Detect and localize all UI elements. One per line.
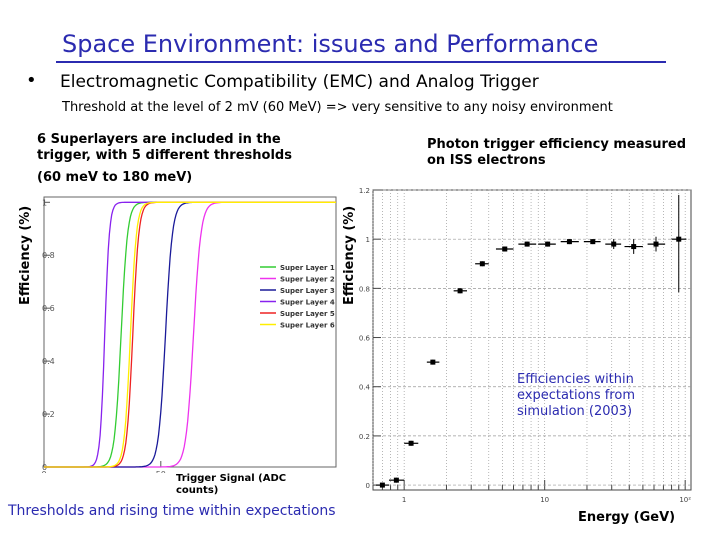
plot-frame [43,196,337,468]
y-tick-label: 1 [42,198,47,207]
photon-efficiency-chart: 0 0.2 0.4 0.6 0.8 1 1.2 1 10 10² [359,188,692,504]
data-point [502,246,508,252]
legend-label: Super Layer 1 [280,264,335,272]
superlayers-note: 6 Superlayers are included in the trigge… [37,132,292,163]
x-tick-label: 1 [402,496,406,504]
y-tick-label: 1.2 [359,188,370,195]
left-y-axis-label: Efficiency (%) [18,205,33,305]
legend-label: Super Layer 6 [280,322,335,330]
y-tick-label: 0.8 [359,285,370,293]
slide-title: Space Environment: issues and Performanc… [62,30,599,58]
legend-label: Super Layer 4 [280,299,335,307]
data-point [393,477,399,483]
data-point [524,241,530,247]
data-point [408,440,414,446]
bullet-glyph: • [26,70,37,91]
x-tick-label: 10 [540,496,549,504]
title-underline [56,61,666,63]
legend-label: Super Layer 5 [280,310,335,318]
simulation-annotation: Efficiencies within expectations from si… [517,372,635,419]
y-tick-label: 0.4 [42,357,55,366]
left-x-axis-label: Trigger Signal (ADC counts) [176,473,287,496]
data-point [676,236,682,242]
data-point [430,359,436,365]
data-point [631,244,637,250]
data-point [457,288,463,294]
data-point [545,241,551,247]
right-x-axis-label: Energy (GeV) [578,510,676,525]
y-tick-label: 0.2 [359,433,370,441]
data-point [479,261,485,267]
plot-frame [372,189,692,491]
right-y-axis-label: Efficiency (%) [342,205,357,305]
bullet-heading: Electromagnetic Compatibility (EMC) and … [60,72,539,92]
y-tick-label: 0.4 [359,384,371,392]
thresholds-conclusion: Thresholds and rising time within expect… [8,503,336,519]
y-tick-label: 0.8 [42,251,55,260]
threshold-text: Threshold at the level of 2 mV (60 MeV) … [62,100,613,115]
legend-label: Super Layer 2 [280,276,335,284]
data-point [611,241,617,247]
legend-box [256,259,328,331]
photon-efficiency-note: Photon trigger efficiency measured on IS… [427,137,687,168]
data-point [379,482,385,488]
x-tick-label: 10² [679,496,691,504]
threshold-range-note: (60 meV to 180 meV) [37,170,193,185]
data-point [566,239,572,245]
y-tick-label: 1 [366,236,370,244]
y-tick-label: 0.6 [42,304,55,313]
data-point [590,239,596,245]
curve-super-layer-6 [44,201,336,468]
x-tick-label: 50 [156,470,166,473]
x-tick-label: 0 [41,470,46,473]
y-tick-label: 0.6 [359,335,371,343]
y-tick-label: 0.2 [42,410,55,419]
data-point [653,241,659,247]
y-tick-label: 0 [366,482,370,490]
legend-label: Super Layer 3 [280,287,335,295]
